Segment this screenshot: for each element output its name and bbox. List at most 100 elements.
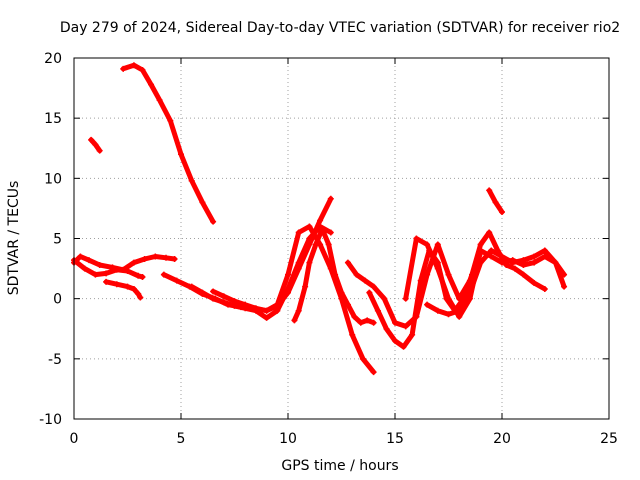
- y-axis-label: SDTVAR / TECUs: [6, 181, 22, 296]
- grid-layer: [74, 58, 609, 419]
- data-point: [353, 271, 360, 278]
- data-point: [383, 325, 390, 332]
- data-point: [242, 301, 249, 308]
- series-arc-8: [210, 223, 377, 376]
- data-point: [477, 247, 484, 254]
- data-point: [137, 294, 144, 301]
- data-point: [344, 259, 351, 266]
- series-arc-13: [424, 247, 568, 318]
- data-point: [152, 253, 159, 260]
- data-point: [317, 217, 324, 224]
- data-point: [357, 319, 364, 326]
- chart-title: Day 279 of 2024, Sidereal Day-to-day VTE…: [60, 20, 620, 36]
- data-point: [370, 319, 377, 326]
- data-point: [492, 199, 499, 206]
- data-point: [130, 286, 137, 293]
- data-point: [413, 235, 420, 242]
- data-point: [263, 314, 270, 321]
- x-tick-label: 25: [600, 431, 618, 447]
- data-point: [434, 265, 441, 272]
- data-point: [302, 283, 309, 290]
- data-point: [445, 295, 452, 302]
- data-point: [488, 253, 495, 260]
- data-point: [561, 283, 568, 290]
- data-point: [486, 187, 493, 194]
- data-point: [173, 277, 180, 284]
- data-point: [434, 241, 441, 248]
- data-point: [171, 255, 178, 262]
- data-point: [351, 313, 358, 320]
- series-arc-4: [88, 136, 103, 154]
- series-trace: [210, 224, 377, 375]
- data-point: [364, 317, 371, 324]
- data-point: [445, 271, 452, 278]
- data-point: [291, 317, 298, 324]
- data-point: [466, 289, 473, 296]
- data-point: [531, 253, 538, 260]
- data-point: [327, 195, 334, 202]
- series-arc-3: [103, 278, 144, 301]
- data-point: [113, 281, 120, 288]
- x-tick-label: 15: [386, 431, 404, 447]
- x-tick-label: 20: [493, 431, 511, 447]
- data-point: [285, 286, 291, 293]
- data-point: [434, 307, 441, 314]
- data-point: [96, 147, 103, 154]
- data-point: [552, 259, 559, 266]
- data-point: [124, 283, 131, 290]
- data-point: [402, 295, 409, 302]
- data-point: [359, 355, 366, 362]
- data-point: [402, 323, 409, 330]
- data-point: [92, 141, 99, 148]
- data-point: [531, 280, 538, 287]
- data-point: [130, 62, 137, 69]
- data-point: [120, 65, 127, 72]
- data-point: [319, 225, 326, 232]
- data-point: [561, 271, 568, 278]
- y-tick-label: -10: [39, 412, 62, 428]
- data-point: [370, 369, 377, 376]
- data-point: [81, 265, 88, 272]
- data-points: [71, 62, 568, 376]
- data-point: [135, 272, 142, 279]
- x-tick-label: 10: [279, 431, 297, 447]
- data-point: [199, 199, 206, 206]
- data-point: [163, 254, 170, 261]
- data-point: [130, 259, 137, 266]
- data-point: [541, 247, 548, 254]
- series-arc-9: [291, 225, 377, 326]
- y-tick-label: 10: [44, 171, 62, 187]
- series-arc-14: [486, 187, 505, 216]
- data-point: [531, 259, 538, 266]
- data-point: [424, 271, 431, 278]
- data-point: [381, 295, 388, 302]
- data-point: [520, 257, 527, 264]
- data-point: [88, 136, 95, 143]
- y-tick-label: 5: [53, 232, 62, 248]
- data-point: [306, 259, 313, 266]
- data-point: [252, 305, 259, 312]
- data-point: [392, 337, 398, 344]
- data-point: [488, 247, 495, 254]
- series-arc-2: [71, 253, 178, 273]
- data-point: [274, 301, 281, 308]
- data-point: [511, 265, 518, 272]
- data-point: [210, 218, 217, 225]
- data-point: [424, 301, 431, 308]
- data-point: [85, 257, 92, 264]
- data-point: [424, 241, 431, 248]
- data-point: [445, 311, 452, 318]
- data-point: [456, 307, 463, 314]
- data-point: [327, 229, 334, 236]
- data-point: [374, 307, 381, 314]
- data-point: [338, 289, 345, 296]
- data-point: [477, 259, 484, 266]
- data-point: [499, 209, 505, 216]
- data-point: [210, 288, 217, 295]
- data-point: [306, 235, 313, 242]
- data-point: [486, 229, 493, 236]
- data-point: [120, 266, 127, 273]
- data-point: [295, 229, 302, 236]
- data-point: [103, 270, 110, 277]
- data-point: [295, 259, 302, 266]
